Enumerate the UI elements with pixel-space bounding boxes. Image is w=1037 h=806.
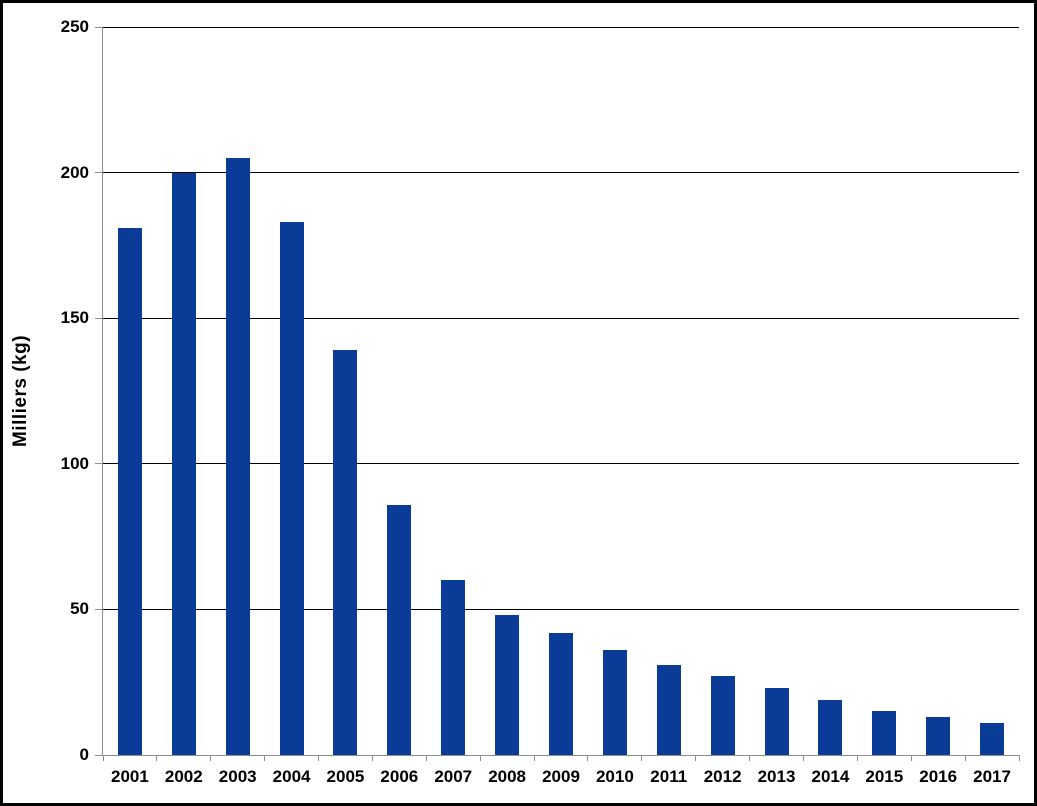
y-tick-mark — [95, 754, 102, 756]
y-tick-label: 50 — [70, 599, 89, 619]
x-tick-label: 2015 — [865, 767, 904, 786]
x-tick-label: 2005 — [326, 767, 365, 786]
x-tick-mark — [425, 755, 427, 761]
gridline — [103, 608, 1019, 610]
y-tick-label: 200 — [60, 162, 89, 182]
x-tick-mark — [856, 755, 858, 761]
gridline — [103, 172, 1019, 174]
x-tick-mark — [318, 755, 320, 761]
x-tick-mark — [264, 755, 266, 761]
bar — [764, 688, 789, 755]
gridline — [103, 317, 1019, 319]
y-tick-mark — [95, 26, 102, 28]
y-tick-mark — [95, 463, 102, 465]
x-tick-label: 2007 — [434, 767, 473, 786]
y-axis-line — [102, 27, 103, 756]
bar — [980, 722, 1005, 755]
x-tick-label: 2003 — [218, 767, 257, 786]
x-tick-label: 2011 — [650, 767, 688, 786]
x-tick-mark — [964, 755, 966, 761]
bar — [602, 650, 627, 755]
x-tick-label: 2014 — [811, 767, 850, 786]
y-tick-mark — [95, 172, 102, 174]
x-tick-label: 2002 — [164, 767, 203, 786]
gridline — [103, 26, 1019, 28]
x-axis-line — [97, 755, 1019, 756]
x-tick-mark — [1018, 755, 1020, 761]
bar — [117, 227, 142, 755]
x-tick-mark — [156, 755, 158, 761]
y-tick-label: 0 — [79, 745, 89, 764]
x-tick-label: 2001 — [111, 767, 149, 786]
bar — [656, 664, 681, 755]
x-tick-mark — [102, 755, 104, 761]
bar — [279, 222, 304, 755]
x-tick-label: 2008 — [488, 767, 527, 786]
x-tick-label: 2004 — [272, 767, 311, 786]
y-tick-label: 250 — [60, 17, 89, 36]
x-tick-label: 2006 — [380, 767, 419, 786]
y-axis-title: Milliers (kg) — [10, 334, 31, 448]
y-tick-mark — [95, 608, 102, 610]
bar — [387, 504, 412, 755]
bar — [710, 676, 735, 755]
x-tick-mark — [641, 755, 643, 761]
x-tick-label: 2012 — [703, 767, 742, 786]
x-tick-mark — [587, 755, 589, 761]
bar — [926, 717, 951, 755]
x-tick-mark — [371, 755, 373, 761]
bar — [225, 158, 250, 755]
y-tick-label: 100 — [60, 453, 89, 473]
gridline — [103, 463, 1019, 465]
x-tick-label: 2017 — [973, 767, 1011, 786]
bar — [872, 711, 897, 755]
x-tick-mark — [210, 755, 212, 761]
x-tick-mark — [695, 755, 697, 761]
x-tick-label: 2013 — [757, 767, 796, 786]
y-tick-label: 150 — [60, 308, 89, 328]
bar — [441, 580, 466, 755]
x-tick-label: 2016 — [919, 767, 958, 786]
bar — [333, 350, 358, 755]
x-tick-mark — [479, 755, 481, 761]
x-tick-mark — [910, 755, 912, 761]
bar — [171, 172, 196, 755]
x-tick-mark — [802, 755, 804, 761]
x-tick-mark — [749, 755, 751, 761]
x-tick-mark — [533, 755, 535, 761]
y-tick-mark — [95, 317, 102, 319]
bar — [818, 699, 843, 755]
bar — [549, 632, 573, 755]
x-tick-label: 2009 — [542, 767, 580, 786]
bar — [495, 615, 520, 755]
x-tick-label: 2010 — [595, 767, 634, 786]
